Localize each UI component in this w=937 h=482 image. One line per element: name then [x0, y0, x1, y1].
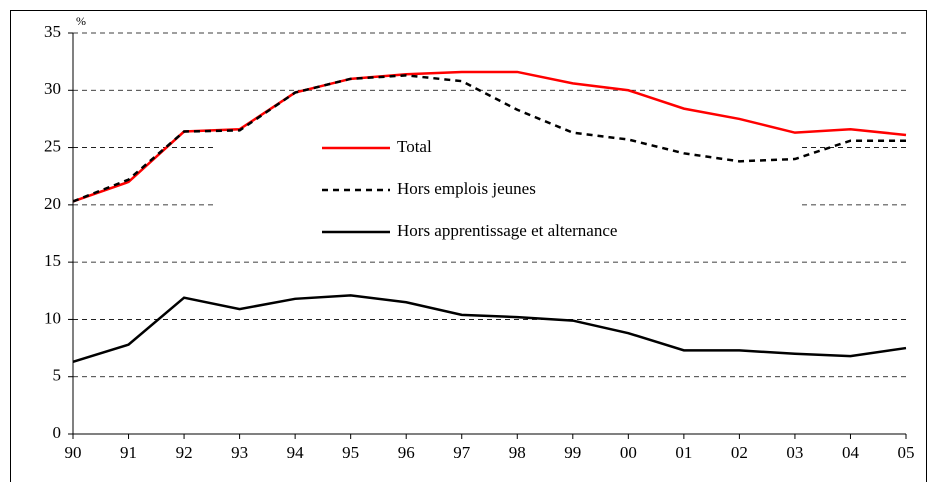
legend-label: Total	[397, 137, 432, 156]
x-tick-label: 02	[731, 443, 748, 462]
x-tick-label: 04	[842, 443, 860, 462]
legend-label: Hors emplois jeunes	[397, 179, 536, 198]
x-tick-label: 05	[898, 443, 915, 462]
frame	[10, 10, 927, 482]
x-tick-label: 99	[564, 443, 581, 462]
x-tick-label: 95	[342, 443, 359, 462]
x-tick-label: 00	[620, 443, 637, 462]
y-tick-label: 20	[44, 194, 61, 213]
series-line	[72, 74, 906, 203]
x-tick-label: 03	[786, 443, 803, 462]
y-axis-label: %	[76, 14, 86, 28]
x-tick-label: 01	[675, 443, 692, 462]
x-tick-label: 97	[453, 443, 471, 462]
y-tick-label: 15	[44, 251, 61, 270]
y-tick-label: 0	[53, 423, 62, 442]
x-tick-label: 98	[509, 443, 526, 462]
x-tick-label: 94	[287, 443, 305, 462]
y-tick-label: 5	[53, 366, 62, 385]
y-tick-label: 35	[44, 22, 61, 41]
x-tick-label: 93	[231, 443, 248, 462]
x-tick-label: 90	[65, 443, 82, 462]
y-tick-label: 25	[44, 136, 61, 155]
legend-background	[215, 128, 800, 248]
y-tick-label: 10	[44, 308, 61, 327]
series-line	[72, 294, 907, 364]
y-tick-label: 30	[44, 79, 61, 98]
x-tick-label: 92	[176, 443, 193, 462]
series-line	[72, 70, 907, 203]
x-tick-label: 91	[120, 443, 137, 462]
x-tick-label: 96	[398, 443, 415, 462]
legend-label: Hors apprentissage et alternance	[397, 221, 617, 240]
